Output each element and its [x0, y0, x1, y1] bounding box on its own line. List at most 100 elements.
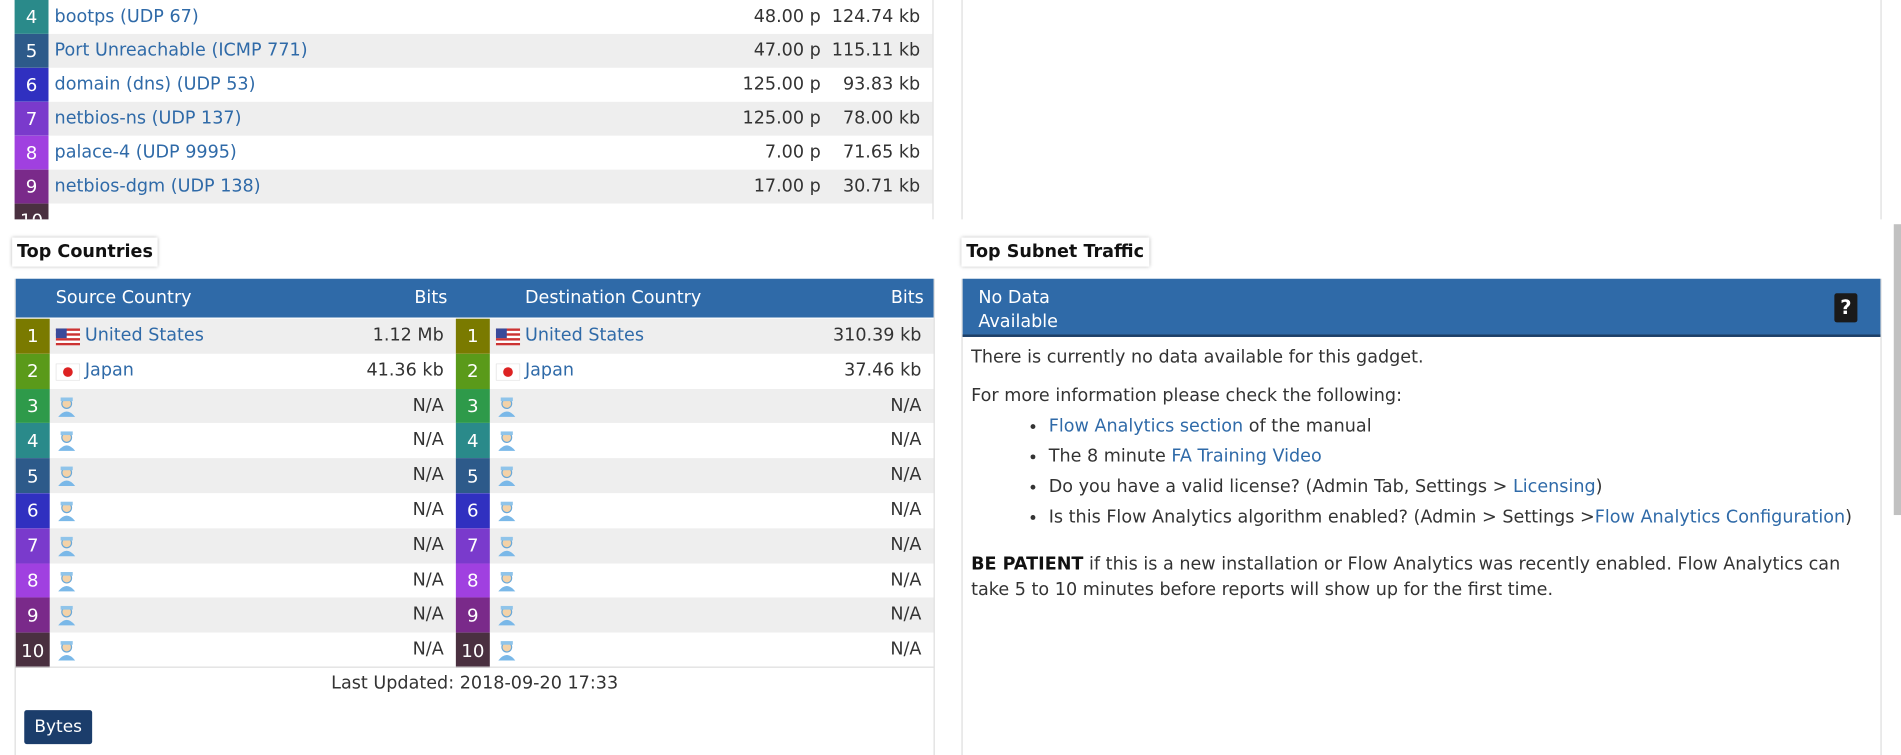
- bits: 71.65 kb: [842, 143, 921, 163]
- list-item: The 8 minute FA Training Video: [1049, 445, 1869, 470]
- packets: 48.00 p: [753, 7, 821, 27]
- rank-cell: 7: [15, 528, 50, 564]
- bits: 30.71 kb: [842, 176, 921, 197]
- bits: N/A: [412, 430, 444, 451]
- help-button[interactable]: ?: [1834, 293, 1858, 323]
- bits: 37.46 kb: [844, 360, 922, 381]
- bits: N/A: [890, 395, 922, 416]
- flag-icon: [496, 535, 520, 557]
- bits: N/A: [412, 500, 444, 520]
- rank-cell: 9: [14, 169, 49, 204]
- bits: N/A: [412, 570, 444, 590]
- protocol-link[interactable]: bootps (UDP 67): [54, 7, 199, 27]
- rank-cell: 1: [15, 318, 50, 354]
- right-panel: [961, 0, 1882, 220]
- table-row: 7 7 N/A N/A: [15, 528, 934, 564]
- rank-cell: 10: [14, 203, 49, 220]
- rank-cell: 5: [14, 33, 49, 68]
- flag-icon: [56, 466, 80, 487]
- link-list: Flow Analytics section of the manual The …: [971, 414, 1868, 530]
- rank-cell: 4: [15, 423, 50, 459]
- packets: 7.00 p: [764, 143, 821, 163]
- bytes-button[interactable]: Bytes: [24, 710, 93, 745]
- bits: 93.83 kb: [842, 75, 921, 95]
- protocol-link[interactable]: netbios-ns (UDP 137): [54, 109, 242, 129]
- rank-cell: 10: [15, 632, 50, 668]
- table-header: Source Country Bits Destination Country Bit…: [15, 278, 934, 318]
- bits: N/A: [412, 465, 444, 485]
- text: ): [1595, 477, 1603, 497]
- protocol-link[interactable]: Port Unreachable (ICMP 771): [54, 41, 308, 61]
- text: of the manual: [1243, 416, 1372, 437]
- table-row: 3 3 N/A N/A: [15, 388, 934, 424]
- countries-panel: Source Country Bits Destination Country Bit…: [14, 278, 935, 755]
- country-link[interactable]: United States: [524, 326, 645, 346]
- subnet-panel: No Data Available? There is currently no …: [961, 278, 1882, 755]
- bits: 41.36 kb: [366, 360, 444, 381]
- text: ): [1845, 507, 1853, 528]
- rank-cell: 9: [455, 597, 490, 633]
- flag-icon: [56, 640, 80, 661]
- bits: N/A: [890, 465, 922, 485]
- table-row: 5 5 N/A N/A: [15, 458, 934, 494]
- column-header: Bits: [890, 288, 924, 308]
- last-updated: Last Updated: 2018-09-20 17:33: [331, 673, 619, 694]
- header-text: No Data Available: [978, 288, 1058, 333]
- rank-cell: 6: [14, 67, 49, 102]
- bits: N/A: [412, 640, 444, 660]
- table-row: 6 6 N/A N/A: [15, 493, 934, 529]
- scrollbar[interactable]: [1893, 224, 1901, 516]
- rank-cell: 3: [15, 388, 50, 424]
- list-item: Flow Analytics section of the manual: [1049, 414, 1869, 439]
- flag-icon: [496, 431, 520, 452]
- flag-icon: [496, 640, 520, 661]
- flag-icon: [496, 466, 520, 487]
- link[interactable]: Licensing: [1512, 477, 1596, 497]
- country-link[interactable]: United States: [84, 326, 204, 346]
- protocol-link[interactable]: domain (dns) (UDP 53): [54, 75, 256, 95]
- rank-cell: 8: [455, 563, 490, 598]
- flag-icon: [56, 605, 80, 626]
- packets: 47.00 p: [753, 41, 821, 61]
- text: For more information please check the fo…: [971, 386, 1403, 406]
- bits: N/A: [412, 535, 444, 555]
- rank-cell: 10: [455, 632, 490, 668]
- table-row: 2 2 Japan 41.36 kb Japan 37.46 kb: [15, 353, 934, 389]
- flag-icon: [55, 361, 81, 381]
- rank-cell: 8: [15, 563, 50, 598]
- protocol-link[interactable]: netbios-dgm (UDP 138): [54, 176, 261, 197]
- flag-icon: [56, 570, 80, 591]
- protocol-link[interactable]: palace-4 (UDP 9995): [54, 143, 237, 163]
- link[interactable]: FA Training Video: [1171, 447, 1322, 467]
- text: Is this Flow Analytics algorithm enabled…: [1048, 507, 1595, 528]
- table-row: 6 domain (dns) (UDP 53) 125.00 p 93.83 kb: [14, 67, 933, 102]
- bits: N/A: [412, 605, 444, 625]
- table-row: 5 Port Unreachable (ICMP 771) 47.00 p 115.1…: [14, 33, 933, 68]
- text: Do you have a valid license? (Admin Tab,…: [1048, 477, 1513, 497]
- link[interactable]: Flow Analytics Configuration: [1594, 507, 1846, 528]
- rank-cell: 9: [15, 597, 50, 633]
- rank-cell: 2: [455, 353, 490, 389]
- rank-cell: 3: [455, 388, 490, 424]
- rank-cell: 5: [15, 458, 50, 494]
- link[interactable]: Flow Analytics section: [1048, 416, 1244, 437]
- text: if this is a new installation or Flow An…: [971, 555, 1841, 600]
- bits: 124.74 kb: [831, 7, 921, 27]
- flag-icon: [495, 361, 521, 381]
- country-link[interactable]: Japan: [84, 360, 134, 381]
- country-link[interactable]: Japan: [524, 360, 575, 381]
- flag-icon: [496, 501, 520, 522]
- text: There is currently no data available for…: [971, 347, 1424, 368]
- bits: N/A: [890, 605, 922, 625]
- flag-icon: [496, 570, 520, 591]
- panel-body: There is currently no data available for…: [971, 345, 1868, 603]
- table-row: 10 10 N/A N/A: [15, 632, 934, 668]
- column-header: Destination Country: [524, 288, 702, 308]
- packets: 125.00 p: [742, 75, 821, 95]
- table-row: 9 netbios-dgm (UDP 138) 17.00 p 30.71 kb: [14, 169, 933, 204]
- rank-cell: 7: [14, 101, 49, 136]
- rank-cell: 8: [14, 135, 49, 170]
- table-row: 1 1 United States 1.12 Mb United States 310.3…: [15, 318, 934, 354]
- flag-icon: [496, 605, 520, 626]
